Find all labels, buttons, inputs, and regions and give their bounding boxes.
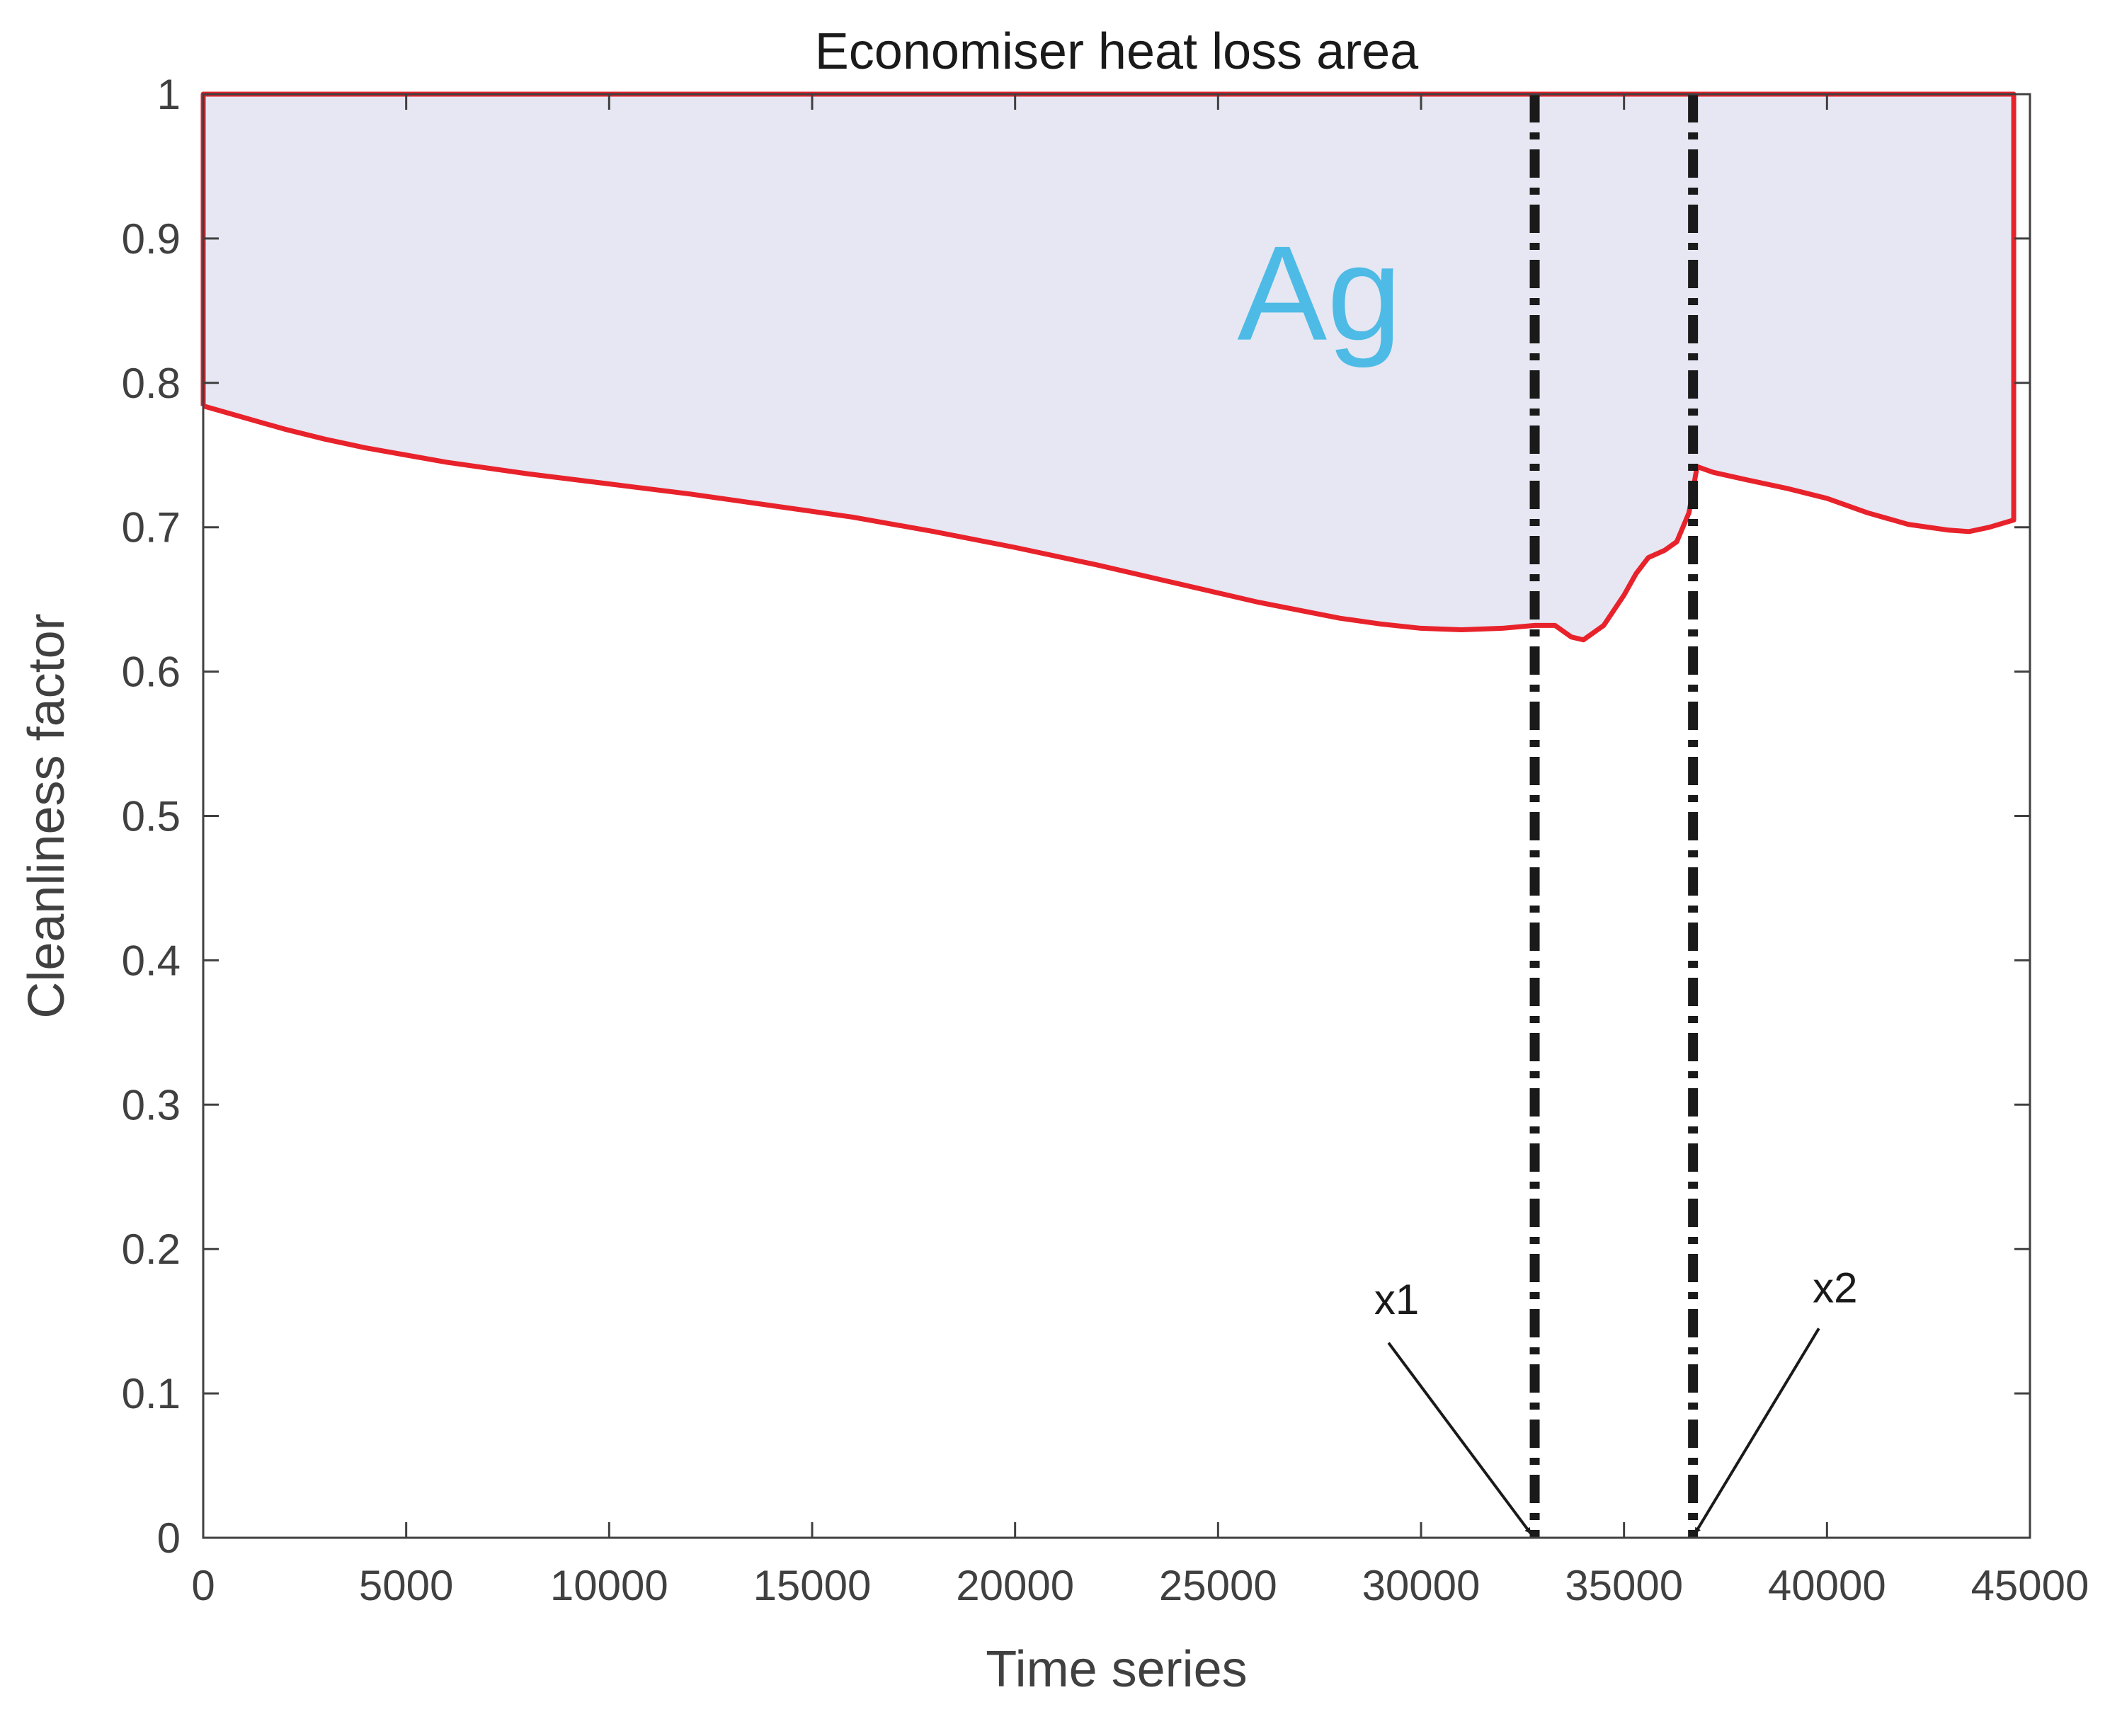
x-tick-label: 0 [191,1562,215,1609]
annotation-arrow-1 [1387,1342,1532,1535]
x-tick-label: 10000 [550,1562,668,1609]
y-axis: 0 0.1 0.2 0.3 0.4 0.5 0.6 0.7 0.8 0.9 1 [122,71,2030,1562]
y-tick-label: 0.8 [122,360,181,407]
x-tick-label: 20000 [956,1562,1074,1609]
annotations: x1 x2 [1374,1264,1857,1535]
heat-loss-area-fill [203,94,2014,640]
region-label: Ag [1237,219,1401,369]
x-axis: 0 5000 10000 15000 20000 25000 30000 35000 40000… [191,94,2089,1609]
y-tick-label: 0.9 [122,215,181,263]
plot-area: Ag [200,91,2017,1538]
y-tick-label: 0.5 [122,793,181,840]
x-tick-label: 5000 [359,1562,453,1609]
y-tick-label: 0.3 [122,1081,181,1129]
y-tick-label: 1 [157,71,181,118]
marker-lines [1529,94,1699,1538]
x-tick-label: 30000 [1362,1562,1481,1609]
y-tick-label: 0.6 [122,649,181,696]
x-axis-label: Time series [986,1641,1247,1698]
y-axis-label: Cleanliness factor [18,613,75,1018]
annotation-label-2: x2 [1813,1264,1857,1312]
y-tick-label: 0 [157,1514,181,1562]
x-tick-label: 25000 [1159,1562,1277,1609]
y-tick-label: 0.7 [122,504,181,552]
y-tick-label: 0.1 [122,1370,181,1417]
cleanliness-curve [200,91,2017,643]
x-tick-label: 35000 [1565,1562,1683,1609]
annotation-arrow-2 [1694,1327,1820,1534]
annotation-label-1: x1 [1374,1276,1419,1323]
chart-title: Economiser heat loss area [815,23,1419,80]
x-tick-label: 40000 [1768,1562,1886,1609]
x-tick-label: 45000 [1971,1562,2089,1609]
y-tick-label: 0.2 [122,1226,181,1273]
y-tick-label: 0.4 [122,937,181,984]
x-tick-label: 15000 [753,1562,872,1609]
